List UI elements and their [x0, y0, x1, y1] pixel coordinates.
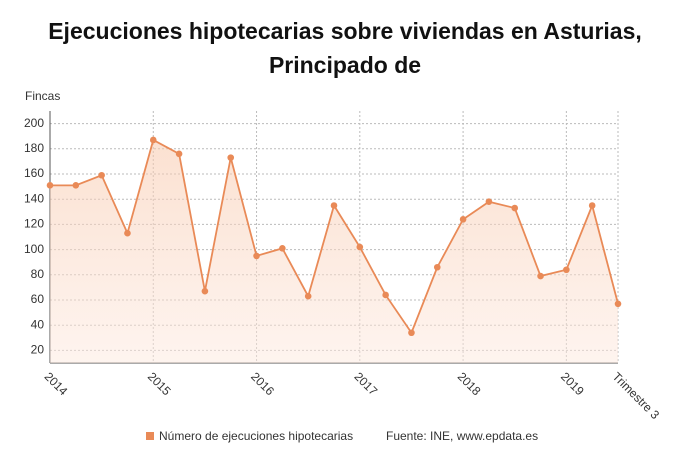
point [511, 204, 519, 212]
y-tick-label: 80 [31, 267, 45, 281]
chart-title: Ejecuciones hipotecarias sobre viviendas… [48, 18, 642, 78]
source: Fuente: INE, www.epdata.es [386, 429, 538, 443]
area [50, 139, 618, 363]
point [614, 300, 622, 308]
x-tick-label: 2017 [351, 369, 380, 398]
point [72, 182, 80, 189]
x-tick-label: 2015 [145, 369, 174, 398]
point [485, 198, 493, 206]
point [408, 329, 415, 337]
y-tick-label: 200 [24, 116, 44, 130]
x-tick-label: 2019 [558, 369, 587, 398]
y-tick-label: 160 [24, 166, 44, 180]
point [98, 171, 105, 179]
point [279, 245, 286, 252]
y-tick-label: 60 [31, 292, 45, 306]
point [433, 263, 441, 271]
y-tick-label: 120 [24, 217, 44, 231]
point [227, 154, 235, 161]
point [382, 291, 389, 299]
x-tick-label: 2018 [455, 369, 484, 398]
x-tick-label: 2014 [42, 369, 71, 398]
point [253, 252, 260, 260]
x-tick-label: Trimestre 3 [610, 369, 663, 422]
y-axis-label: Fincas [25, 89, 60, 103]
point [175, 150, 183, 158]
legend-swatch [146, 432, 154, 440]
point [537, 272, 544, 280]
y-tick-label: 100 [24, 242, 44, 256]
point [124, 229, 131, 237]
legend-label: Número de ejecuciones hipotecarias [159, 429, 353, 443]
y-tick-label: 20 [31, 343, 45, 357]
point [330, 202, 338, 209]
x-tick-label: 2016 [248, 369, 277, 398]
point [563, 266, 570, 274]
point [304, 292, 312, 300]
point [588, 202, 596, 209]
point [46, 182, 54, 189]
point [149, 136, 157, 144]
point [356, 243, 364, 251]
y-tick-label: 180 [24, 141, 44, 155]
y-tick-label: 40 [31, 317, 45, 331]
point [201, 287, 209, 295]
y-tick-label: 140 [24, 191, 44, 205]
point [459, 216, 467, 223]
